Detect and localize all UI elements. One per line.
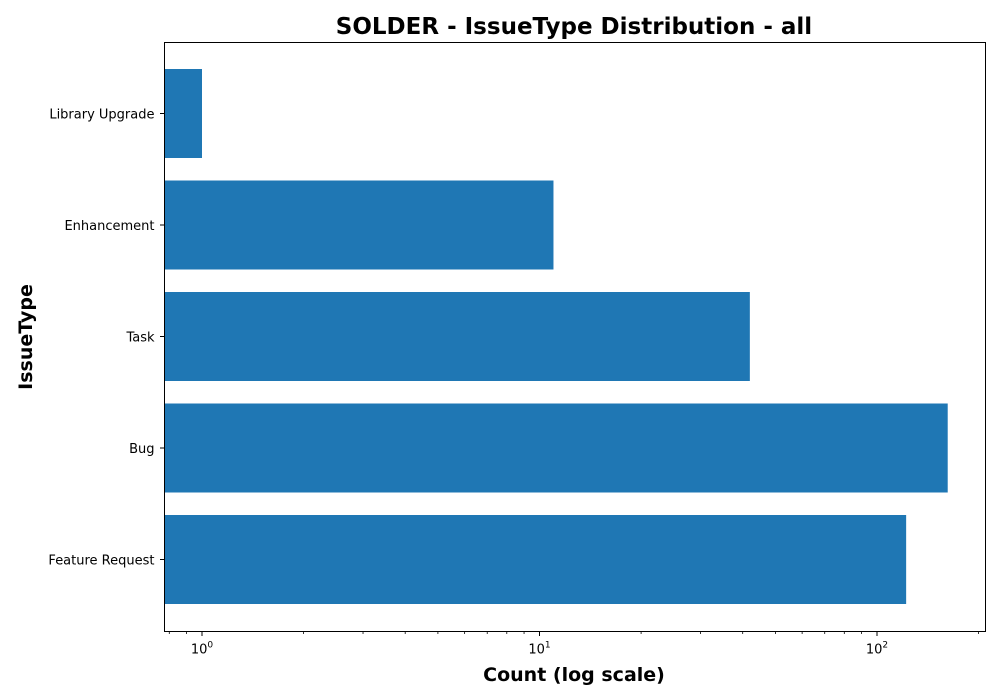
x-axis-label: Count (log scale)	[483, 664, 665, 686]
y-tick-label: Task	[125, 331, 155, 346]
chart-title: SOLDER - IssueType Distribution - all	[336, 14, 812, 40]
y-tick-label: Library Upgrade	[49, 108, 154, 123]
bar-feature-request	[165, 515, 907, 604]
y-tick-label: Bug	[129, 442, 154, 457]
bar-library-upgrade	[165, 69, 203, 158]
bar-task	[165, 292, 750, 381]
y-axis-label: IssueType	[15, 284, 37, 390]
y-tick-label: Feature Request	[48, 554, 154, 569]
bar-bug	[165, 404, 948, 493]
y-tick-label: Enhancement	[64, 219, 154, 234]
bar-enhancement	[165, 181, 554, 270]
